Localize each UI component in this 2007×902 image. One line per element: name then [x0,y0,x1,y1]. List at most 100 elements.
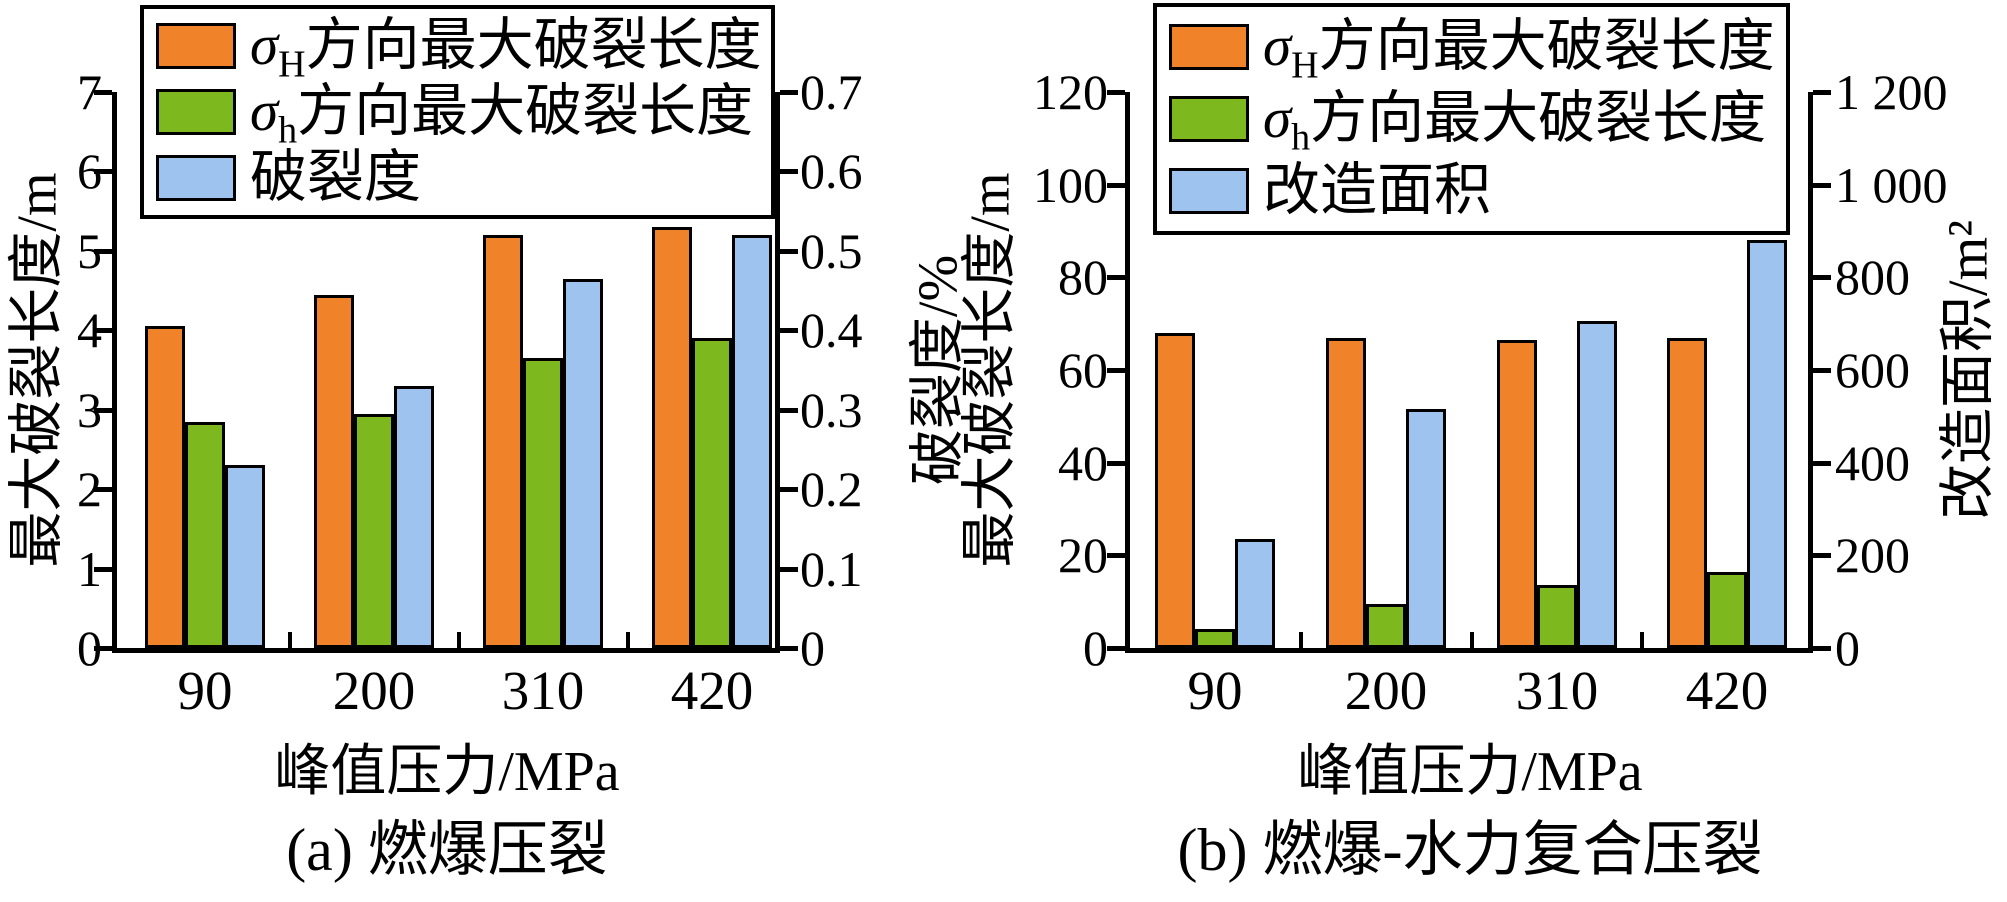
y-axis-tick-left [1107,182,1125,188]
y-tick-label-right: 0.5 [800,222,863,279]
legend-item: σh方向最大破裂长度 [1169,89,1782,156]
y-tick-label-right: 600 [1835,342,1910,398]
bar-a-s1-c200 [354,413,394,648]
y-axis-tick-left [1107,90,1125,95]
y-tick-label-left: 5 [77,222,102,279]
bar-b-s0-c310 [1497,339,1537,648]
y-axis-tick-left [94,169,112,175]
legend-item: 改造面积 [1169,161,1782,221]
x-tick-label: 420 [670,660,754,721]
y-axis-tick-left [1107,460,1125,466]
y-tick-label-right: 200 [1835,527,1910,584]
bar-b-s1-c310 [1537,585,1577,648]
y-tick-label-right: 800 [1835,249,1910,306]
x-axis-tick [1469,632,1474,648]
bar-a-s2-c200 [394,385,434,648]
y-axis-tick-right [780,248,798,254]
y-tick-label-left: 3 [77,381,102,438]
bar-b-s0-c90 [1155,332,1195,648]
y-tick-label-right: 1 000 [1835,156,1948,213]
bar-b-s2-c420 [1747,240,1787,648]
y-tick-label-right: 0.2 [800,461,863,518]
y-tick-label-right: 1 200 [1835,64,1948,120]
panel-a-xaxis-title: 峰值压力/MPa [274,741,620,803]
y-tick-label-left: 7 [77,64,102,120]
x-tick-label: 90 [1187,660,1243,721]
bar-b-s0-c200 [1326,337,1366,648]
y-axis-tick-right [780,328,798,334]
bar-a-s2-c310 [563,278,603,648]
y-axis-tick-right [780,169,798,175]
y-axis-tick-left [94,407,112,413]
y-tick-label-right: 0.3 [800,381,863,438]
panel-b-plot: 0 20 40 60 80 100 120 0 200 400 600 800 1 000 1 200 90… [1033,64,1948,721]
y-axis-tick-right [1813,90,1831,95]
y-tick-label-right: 0.4 [800,302,863,359]
bar-a-s1-c310 [523,358,563,648]
y-axis-tick-left [94,487,112,493]
y-axis-tick-right [1813,646,1831,651]
x-tick-label: 310 [1515,660,1599,721]
y-tick-label-left: 2 [77,461,102,518]
y-axis-tick-left [94,90,112,95]
y-tick-label-left: 1 [77,540,102,597]
legend-label: 破裂度 [250,146,421,210]
bar-a-s1-c420 [692,338,732,648]
legend-swatch-green [1169,96,1249,142]
y-tick-label-left: 60 [1058,342,1108,398]
y-tick-label-left: 120 [1033,64,1108,120]
bar-a-s0-c310 [483,234,523,648]
bar-a-s0-c90 [145,326,185,648]
legend-swatch-orange [156,23,236,69]
x-axis-tick [456,632,461,648]
y-axis-tick-left [1107,368,1125,373]
bar-a-s0-c420 [652,227,692,648]
y-tick-label-right: 0.1 [800,540,863,597]
panel-b-caption: (b) 燃爆-水力复合压裂 [1177,817,1763,883]
y-tick-label-left: 80 [1058,249,1108,306]
y-tick-label-right: 0 [800,620,825,676]
y-tick-label-left: 40 [1058,434,1108,491]
y-tick-label-left: 0 [77,620,102,676]
legend-item: 破裂度 [156,148,767,208]
y-tick-label-left: 100 [1033,156,1108,213]
bar-b-s2-c90 [1235,539,1275,648]
y-tick-label-left: 20 [1058,527,1108,584]
y-axis-tick-left [1107,553,1125,559]
legend-item: σH方向最大破裂长度 [1169,17,1782,84]
y-axis-tick-right [1813,182,1831,188]
bar-a-s1-c90 [185,421,225,648]
legend-item: σH方向最大破裂长度 [156,16,767,83]
panel-b-legend: σH方向最大破裂长度 σh方向最大破裂长度 改造面积 [1153,3,1790,235]
y-axis-tick-right [780,407,798,413]
legend-item: σh方向最大破裂长度 [156,80,767,152]
y-axis-tick-right [780,90,798,95]
panel-b-xaxis-title: 峰值压力/MPa [1297,741,1643,803]
y-tick-label-left: 0 [1083,620,1108,676]
y-axis-tick-right [1813,553,1831,559]
bar-b-s2-c200 [1406,409,1446,648]
x-axis-tick [1298,632,1303,648]
y-axis-tick-right [1813,460,1831,466]
bar-b-s2-c310 [1577,321,1617,648]
y-axis-tick-left [94,646,112,651]
y-axis-tick-left [94,328,112,334]
bar-a-s2-c420 [732,234,772,648]
panel-a-caption: (a) 燃爆压裂 [286,817,608,883]
x-axis-tick [287,632,292,648]
panel-a-legend: σH方向最大破裂长度 σh方向最大破裂长度 破裂度 [140,5,775,219]
y-axis-tick-right [1813,368,1831,373]
bar-b-s1-c90 [1195,629,1235,648]
y-tick-label-left: 6 [77,143,102,200]
y-axis-tick-left [1107,646,1125,651]
legend-swatch-blue [156,155,236,201]
legend-label: σh方向最大破裂长度 [250,80,754,152]
y-axis-tick-right [780,487,798,493]
x-tick-label: 420 [1685,660,1769,721]
panel-a-plot: 0 1 2 3 4 5 6 7 0 0.1 0.2 0.3 0.4 0.5 0.6 0.7 90 200 310 42… [77,64,863,721]
y-tick-label-right: 0.6 [800,143,863,200]
x-tick-label: 200 [332,660,416,721]
y-axis-tick-left [1107,275,1125,281]
legend-swatch-orange [1169,24,1249,70]
